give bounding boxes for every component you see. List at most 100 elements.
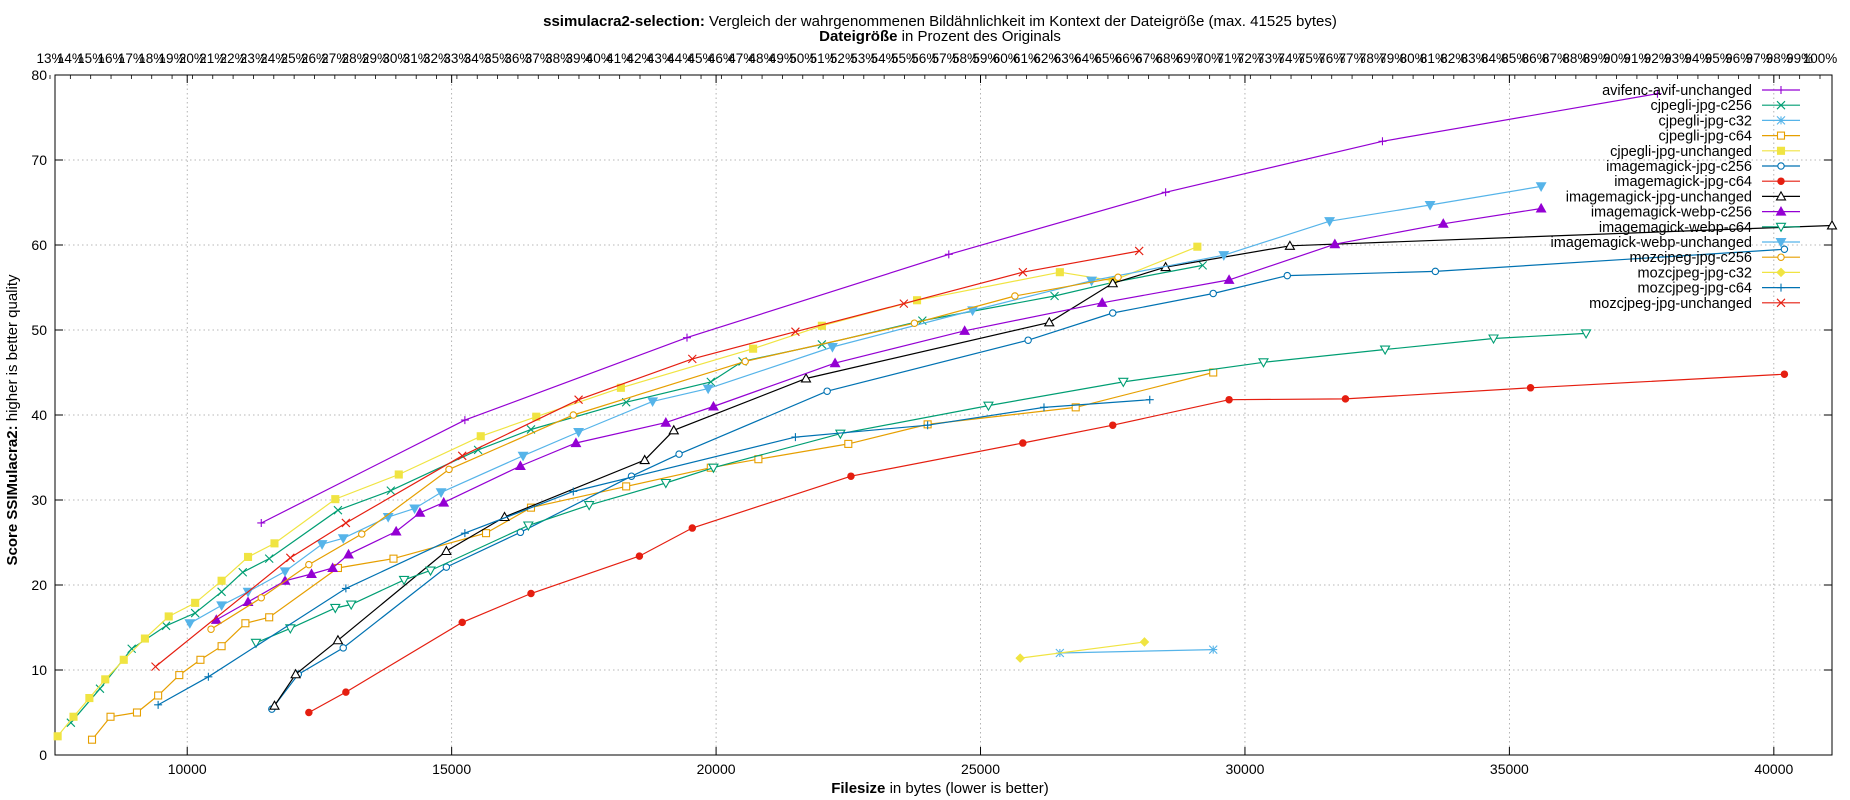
x2-tick-label: 16%	[98, 51, 125, 66]
data-point	[339, 644, 347, 652]
x2-tick-label: 66%	[1115, 51, 1142, 66]
x2-tick-label: 29%	[362, 51, 389, 66]
data-point	[1329, 238, 1341, 249]
data-point	[1777, 86, 1785, 94]
legend-label: imagemagick-webp-c256	[1591, 205, 1752, 221]
data-point	[1378, 137, 1387, 146]
x2-tick-label: 39%	[565, 51, 592, 66]
legend-label: cjpegli-jpg-c64	[1659, 129, 1753, 145]
data-point	[1108, 421, 1117, 429]
data-point	[154, 691, 163, 700]
data-point	[514, 460, 526, 471]
data-point	[1258, 358, 1269, 368]
data-point	[332, 634, 344, 645]
data-point	[1114, 273, 1122, 282]
series-line	[1059, 649, 1214, 654]
x2-tick-label: 80%	[1400, 51, 1427, 66]
legend: avifenc-avif-unchangedcjpegli-jpg-c256cj…	[1550, 83, 1800, 312]
x2-tick-label: 73%	[1257, 51, 1284, 66]
series-line	[157, 399, 1150, 706]
series-line	[216, 207, 1542, 621]
data-point	[386, 486, 396, 496]
data-point	[800, 372, 812, 383]
x2-tick-label: 62%	[1033, 51, 1060, 66]
x2-tick-label: 25%	[281, 51, 308, 66]
x2-tick-label: 20%	[179, 51, 206, 66]
data-point	[923, 421, 932, 430]
x2-tick-label: 100%	[1803, 51, 1838, 66]
data-point	[327, 562, 339, 573]
x-tick-label: 30000	[1225, 761, 1264, 777]
data-point	[87, 735, 97, 744]
x2-tick-label: 52%	[830, 51, 857, 66]
data-point	[343, 548, 354, 559]
data-point	[440, 545, 452, 556]
x2-tick-label: 13%	[36, 51, 63, 66]
data-point	[270, 539, 279, 548]
data-point	[190, 608, 200, 618]
x2-tick-label: 95%	[1705, 51, 1732, 66]
data-point	[53, 732, 62, 741]
data-point	[1043, 316, 1055, 327]
data-point	[1775, 222, 1787, 233]
data-point	[791, 433, 800, 442]
x2-tick-label: 26%	[301, 51, 328, 66]
x2-tick-label: 18%	[138, 51, 165, 66]
data-point	[207, 625, 215, 633]
data-point	[132, 708, 142, 717]
data-point	[127, 644, 137, 654]
data-point	[1050, 291, 1059, 301]
legend-label: imagemagick-jpg-c64	[1614, 174, 1752, 190]
data-point	[1284, 240, 1296, 250]
x2-tick-label: 14%	[57, 51, 84, 66]
x-tick-label: 35000	[1490, 761, 1529, 777]
series-line	[57, 246, 1198, 737]
x2-axis-label-rest: in Prozent des Originals	[897, 28, 1060, 45]
data-point	[749, 344, 758, 353]
series-mozcjpeg-jpg-c256	[207, 273, 1122, 633]
y-tick-label: 70	[31, 152, 47, 168]
data-point	[175, 671, 184, 680]
data-point	[1826, 219, 1838, 230]
data-point	[390, 525, 402, 536]
x2-tick-label: 60%	[993, 51, 1020, 66]
series-cjpegli-jpg-c32	[1055, 645, 1218, 658]
x2-tick-label: 61%	[1013, 51, 1040, 66]
x2-tick-label: 43%	[647, 51, 674, 66]
x2-tick-label: 64%	[1074, 51, 1101, 66]
x2-tick-label: 91%	[1623, 51, 1650, 66]
data-point	[1209, 289, 1217, 298]
data-point	[899, 299, 909, 309]
y-tick-label: 20	[31, 577, 47, 593]
data-point	[217, 587, 226, 597]
legend-label: avifenc-avif-unchanged	[1602, 83, 1752, 99]
data-point	[140, 634, 149, 643]
data-point	[569, 411, 578, 419]
x2-tick-label: 17%	[118, 51, 145, 66]
series-line	[308, 373, 1785, 714]
series-line	[91, 371, 1214, 741]
data-point	[1324, 217, 1336, 227]
data-point	[1775, 205, 1787, 216]
x2-tick-label: 78%	[1359, 51, 1386, 66]
x-tick-label: 10000	[168, 761, 207, 777]
data-point	[1775, 190, 1787, 201]
data-point	[647, 397, 659, 408]
data-point	[668, 424, 680, 435]
data-point	[1218, 251, 1230, 261]
x2-tick-label: 58%	[952, 51, 979, 66]
y-tick-label: 0	[39, 747, 47, 763]
x2-tick-label: 38%	[545, 51, 572, 66]
y-axis-label-bold: Score SSIMulacra2:	[4, 425, 21, 565]
data-point	[345, 600, 357, 611]
data-point	[1780, 370, 1789, 378]
series-line	[189, 185, 1542, 624]
x2-tick-label: 74%	[1278, 51, 1305, 66]
y-tick-label: 40	[31, 407, 47, 423]
data-point	[269, 700, 280, 710]
plot-border	[54, 74, 1833, 756]
data-point	[959, 325, 971, 335]
data-point	[1437, 218, 1449, 228]
x2-tick-label: 65%	[1094, 51, 1121, 66]
x2-tick-label: 28%	[342, 51, 369, 66]
